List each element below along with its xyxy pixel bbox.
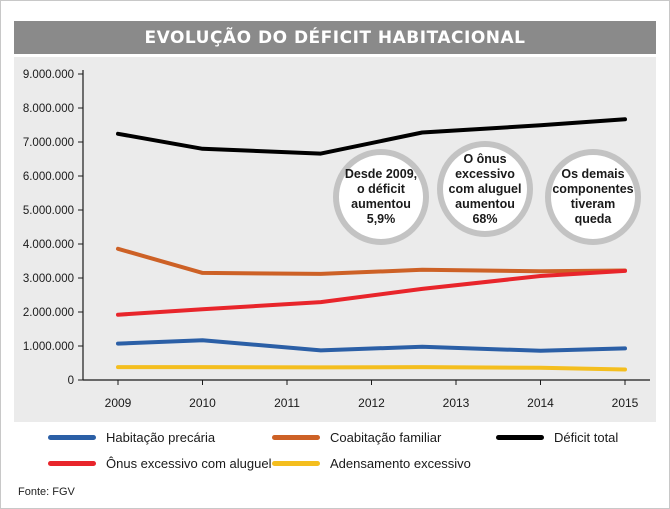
y-tick-label: 7.000.000 <box>23 137 74 149</box>
y-tick-label: 9.000.000 <box>23 69 74 81</box>
annotation-bubble-others: Os demais componentes tiveram queda <box>545 149 641 245</box>
annotation-text-total: Desde 2009, o déficit aumentou 5,9% <box>344 167 418 226</box>
line-chart: 0 1.000.000 2.000.000 3.000.000 4.000.000 5.0… <box>23 69 650 410</box>
annotation-bubble-rent: O ônus excessivo com aluguel aumentou 68… <box>437 141 533 237</box>
plot-area <box>14 57 656 422</box>
legend-label: Adensamento excessivo <box>330 456 471 471</box>
series-line-adensamento-excessivo <box>116 365 627 372</box>
x-tick-label: 2009 <box>105 396 132 410</box>
legend-item-deficit-total: Déficit total <box>496 430 618 445</box>
legend-swatch <box>48 435 96 440</box>
y-tick-label: 4.000.000 <box>23 239 74 251</box>
legend-label: Ônus excessivo com aluguel <box>106 456 272 471</box>
x-tick-label: 2011 <box>274 396 300 410</box>
legend-swatch <box>272 435 320 440</box>
legend-item-onus-excessivo: Ônus excessivo com aluguel <box>48 456 271 471</box>
source-note: Fonte: FGV <box>18 486 75 498</box>
x-tick-label: 2012 <box>358 396 385 410</box>
legend-label: Coabitação familiar <box>330 430 442 445</box>
annotation-text-rent: O ônus excessivo com aluguel aumentou 68… <box>448 151 522 226</box>
y-tick-label: 1.000.000 <box>23 341 74 353</box>
x-tick-label: 2010 <box>189 396 216 410</box>
y-tick-label: 2.000.000 <box>23 307 74 319</box>
legend-swatch <box>272 461 320 466</box>
legend-swatch <box>496 435 544 440</box>
y-tick-label: 3.000.000 <box>23 273 74 285</box>
x-tick-label: 2015 <box>612 396 639 410</box>
legend-swatch <box>48 461 96 466</box>
legend-label: Déficit total <box>554 430 619 445</box>
y-tick-label: 0 <box>68 375 74 387</box>
legend-item-habitacao-precaria: Habitação precária <box>48 430 215 445</box>
series-line-coabitacao-familiar <box>116 246 627 276</box>
y-tick-label: 8.000.000 <box>23 103 74 115</box>
annotation-bubble-total: Desde 2009, o déficit aumentou 5,9% <box>333 149 429 245</box>
legend-item-adensamento-excessivo: Adensamento excessivo <box>272 456 471 471</box>
annotation-text-others: Os demais componentes tiveram queda <box>552 167 634 226</box>
x-tick-label: 2014 <box>527 396 554 410</box>
legend-label: Habitação precária <box>106 430 216 445</box>
series-line-habitacao-precaria <box>116 338 627 353</box>
series-line-onus-excessivo-com-aluguel <box>116 268 627 317</box>
series-line-deficit-total <box>116 117 627 156</box>
legend-item-coabitacao-familiar: Coabitação familiar <box>272 430 441 445</box>
chart-legend: Habitação precária Coabitação familiar D… <box>0 422 670 472</box>
chart-title: EVOLUÇÃO DO DÉFICIT HABITACIONAL <box>14 21 656 54</box>
y-tick-label: 5.000.000 <box>23 205 74 217</box>
y-tick-label: 6.000.000 <box>23 171 74 183</box>
x-tick-label: 2013 <box>443 396 470 410</box>
